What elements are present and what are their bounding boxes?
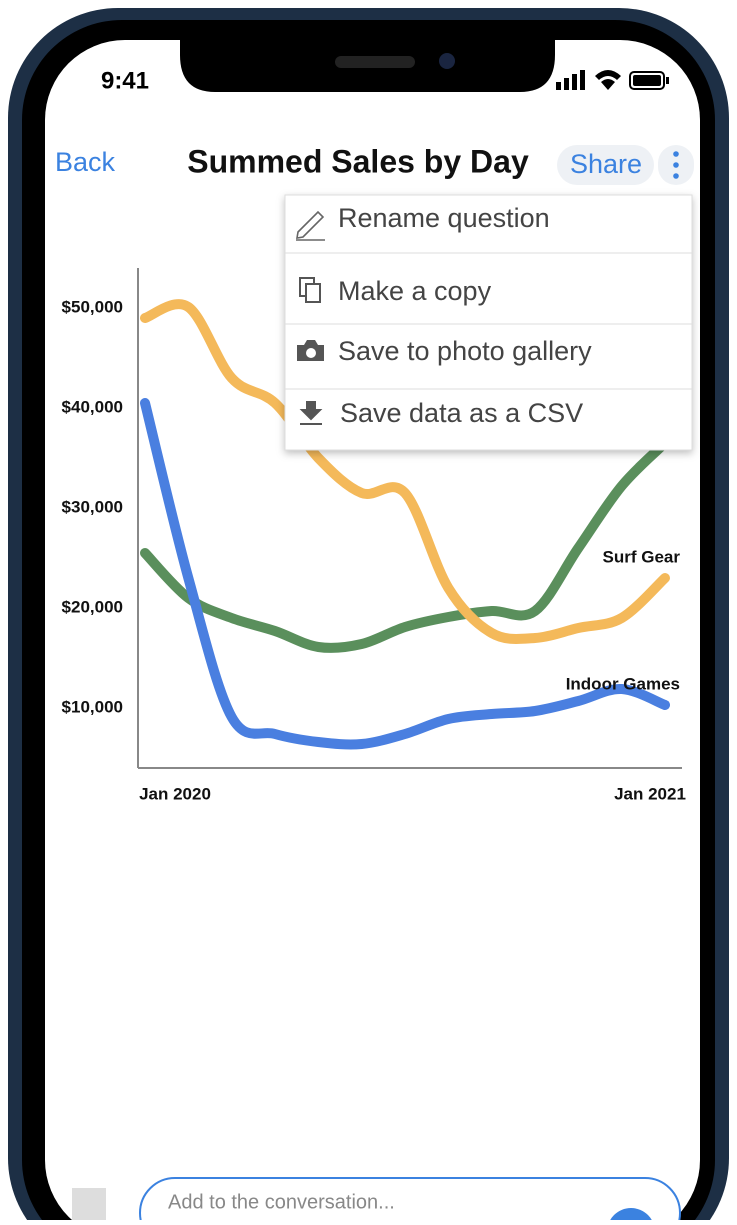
menu-box <box>284 194 693 451</box>
x-tick-label: Jan 2020 <box>139 784 211 803</box>
menu: Rename question Make a copy Save to photo … <box>284 194 693 451</box>
series-line <box>140 398 670 750</box>
status-icons <box>556 70 669 90</box>
x-tick-label: Jan 2021 <box>614 784 686 803</box>
y-tick-label: $50,000 <box>62 297 123 316</box>
rename-icon <box>296 210 325 241</box>
y-tick-label: $20,000 <box>62 597 123 616</box>
chart: $10,000 $20,000 $30,000 $40,000 $50,000 Jan 2… <box>62 268 686 803</box>
copy-icon-front <box>305 283 321 303</box>
more-dots <box>673 151 679 179</box>
title: Summed Sales by Day <box>187 143 529 179</box>
download-icon <box>299 401 323 425</box>
menu-item[interactable]: Save to photo gallery <box>338 336 592 366</box>
menu-item[interactable]: Rename question <box>338 203 550 233</box>
speaker <box>335 56 415 68</box>
composer-input[interactable] <box>139 1177 681 1225</box>
status-time: 9:41 <box>101 67 149 94</box>
series-label: Indoor Games <box>566 674 680 693</box>
composer-placeholder: Add to the conversation... <box>168 1191 395 1213</box>
menu-item[interactable]: Save data as a CSV <box>340 398 583 428</box>
back-button[interactable]: Back <box>55 147 116 177</box>
y-tick-label: $10,000 <box>62 697 123 716</box>
series-label: Surf Gear <box>603 547 681 566</box>
camera <box>439 53 455 69</box>
series-line <box>140 438 670 653</box>
camera-lens <box>306 348 316 358</box>
y-tick-label: $30,000 <box>62 497 123 516</box>
avatar <box>72 1188 106 1225</box>
share-pill[interactable] <box>557 145 654 185</box>
share-button[interactable]: Share <box>570 149 642 179</box>
menu-item[interactable]: Make a copy <box>338 276 492 306</box>
series-line <box>140 299 670 644</box>
y-tick-label: $40,000 <box>62 397 123 416</box>
